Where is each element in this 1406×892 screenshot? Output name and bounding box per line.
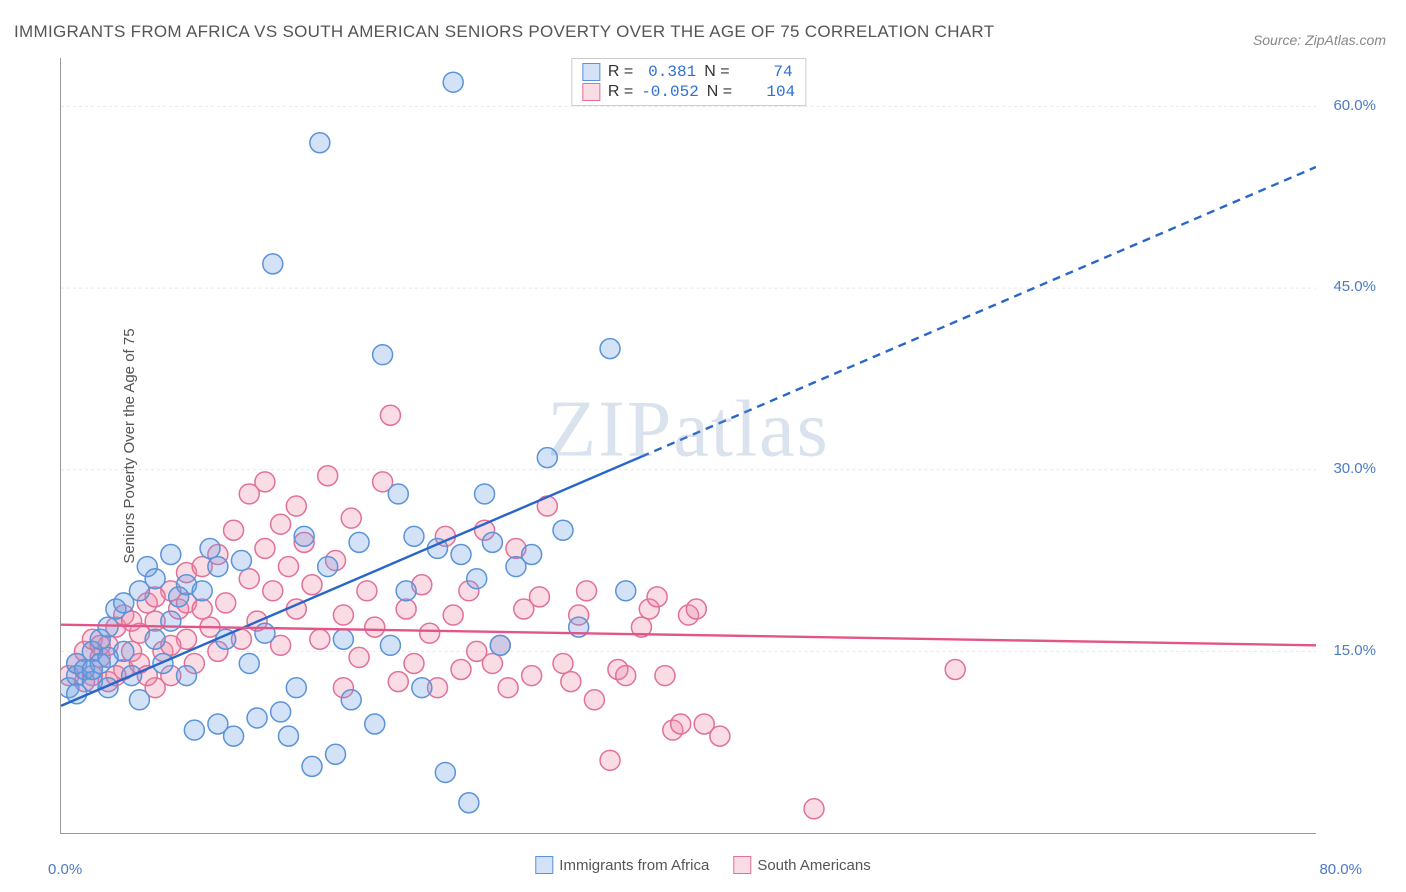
- y-tick-label: 45.0%: [1333, 278, 1376, 295]
- legend-swatch-1: [582, 63, 600, 81]
- legend-n-value-2: 104: [740, 83, 795, 101]
- legend-label-2: South Americans: [757, 857, 870, 874]
- legend-swatch-bottom-2: [733, 856, 751, 874]
- legend-row-series-1: R = 0.381 N = 74: [582, 63, 795, 81]
- legend-n-value-1: 74: [738, 63, 793, 81]
- bottom-legend-item-1: Immigrants from Africa: [535, 856, 709, 874]
- plot-area: ZIPatlas R = 0.381 N = 74 R = -0.052 N =…: [60, 58, 1316, 834]
- bottom-legend: Immigrants from Africa South Americans: [535, 856, 870, 874]
- legend-label-1: Immigrants from Africa: [559, 857, 709, 874]
- x-axis-max-label: 80.0%: [1319, 861, 1362, 878]
- legend-row-series-2: R = -0.052 N = 104: [582, 83, 795, 101]
- legend-n-label: N =: [707, 83, 732, 101]
- correlation-legend: R = 0.381 N = 74 R = -0.052 N = 104: [571, 58, 806, 106]
- legend-r-value-1: 0.381: [641, 63, 696, 81]
- legend-n-label: N =: [704, 63, 729, 81]
- y-tick-label: 60.0%: [1333, 97, 1376, 114]
- legend-r-value-2: -0.052: [641, 83, 699, 101]
- source-attribution: Source: ZipAtlas.com: [1253, 32, 1386, 48]
- legend-swatch-bottom-1: [535, 856, 553, 874]
- y-tick-label: 30.0%: [1333, 460, 1376, 477]
- bottom-legend-item-2: South Americans: [733, 856, 870, 874]
- legend-swatch-2: [582, 83, 600, 101]
- y-tick-label: 15.0%: [1333, 642, 1376, 659]
- legend-r-label: R =: [608, 83, 633, 101]
- chart-title: IMMIGRANTS FROM AFRICA VS SOUTH AMERICAN…: [14, 22, 994, 42]
- x-axis-min-label: 0.0%: [48, 861, 82, 878]
- scatter-chart: [61, 58, 1316, 833]
- chart-container: IMMIGRANTS FROM AFRICA VS SOUTH AMERICAN…: [0, 0, 1406, 892]
- legend-r-label: R =: [608, 63, 633, 81]
